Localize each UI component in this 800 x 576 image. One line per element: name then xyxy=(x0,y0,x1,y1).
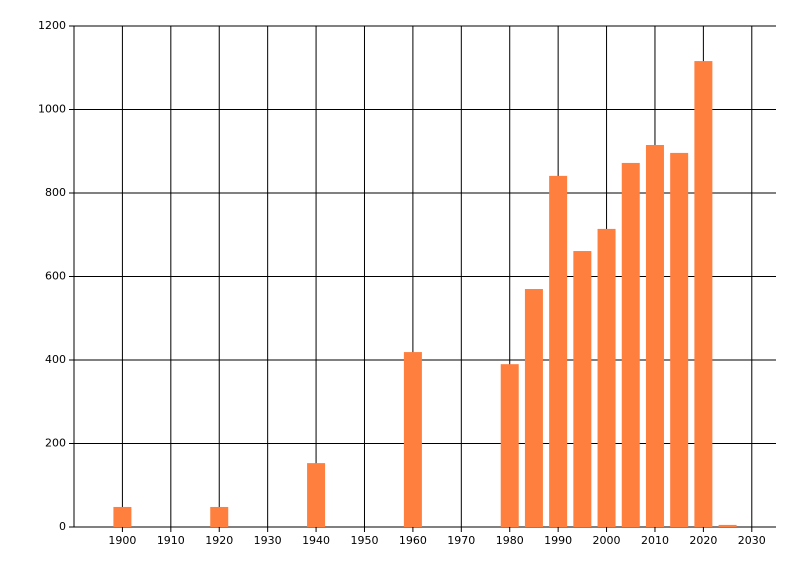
x-tick-label: 1910 xyxy=(157,534,185,547)
y-tick-label: 800 xyxy=(45,186,66,199)
bar xyxy=(113,506,132,527)
x-tick-label: 2000 xyxy=(593,534,621,547)
x-tick-label: 1960 xyxy=(399,534,427,547)
y-tick-label: 0 xyxy=(59,520,66,533)
x-tick-label: 1940 xyxy=(302,534,330,547)
bar xyxy=(500,364,519,527)
x-tick-label: 2010 xyxy=(641,534,669,547)
bar xyxy=(524,289,543,527)
bar xyxy=(645,144,664,528)
bar xyxy=(694,61,713,527)
x-tick-label: 2020 xyxy=(689,534,717,547)
x-tick-label: 1990 xyxy=(544,534,572,547)
bar xyxy=(718,524,737,527)
x-tick-label: 1920 xyxy=(205,534,233,547)
y-tick-label: 200 xyxy=(45,437,66,450)
x-tick-label: 1930 xyxy=(254,534,282,547)
x-tick-label: 1980 xyxy=(496,534,524,547)
x-tick-label: 2030 xyxy=(738,534,766,547)
x-tick-label: 1900 xyxy=(108,534,136,547)
y-tick-label: 400 xyxy=(45,353,66,366)
y-tick-label: 1000 xyxy=(38,103,66,116)
x-tick-label: 1970 xyxy=(447,534,475,547)
bar xyxy=(403,352,422,527)
bar xyxy=(670,152,689,528)
bar xyxy=(621,162,640,527)
y-tick-label: 1200 xyxy=(38,19,66,32)
bar xyxy=(573,251,592,527)
bar xyxy=(549,175,568,527)
x-tick-label: 1950 xyxy=(350,534,378,547)
y-tick-label: 600 xyxy=(45,270,66,283)
bar xyxy=(210,506,229,527)
bar xyxy=(307,463,326,527)
bar xyxy=(597,228,616,527)
